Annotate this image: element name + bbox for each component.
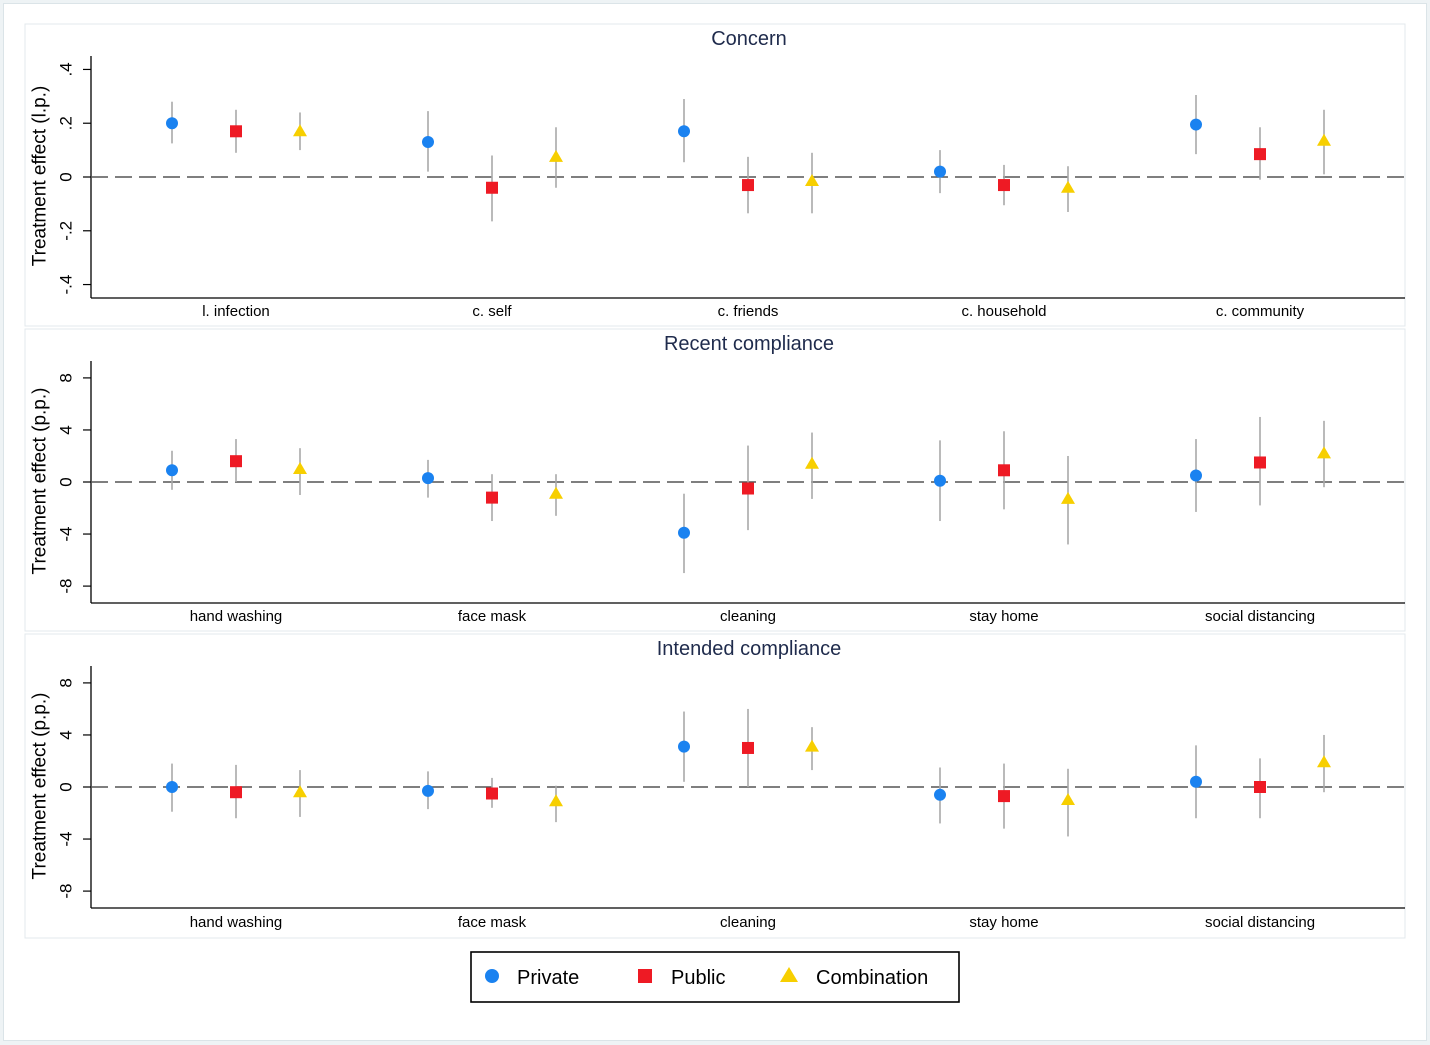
point-private: [678, 526, 690, 539]
panel-1: Concern .4 .2 0 -.2 -.4 Treatment effect (l.p.…: [24, 23, 1406, 327]
y-tick-label: 4: [57, 425, 76, 434]
point-combination: [293, 461, 307, 474]
legend: Private Public Combination: [470, 951, 960, 1003]
point-public: [742, 741, 754, 754]
panel-background: [24, 633, 1406, 939]
point-public: [1254, 456, 1266, 469]
point-combination: [549, 486, 563, 499]
y-tick-label: 0: [57, 477, 76, 486]
point-combination: [1317, 133, 1331, 146]
y-tick-label: -.4: [57, 275, 76, 295]
x-category-label: stay home: [969, 608, 1038, 625]
y-tick-label: -8: [57, 579, 76, 594]
point-public: [998, 790, 1010, 803]
point-public: [230, 125, 242, 138]
point-private: [166, 464, 178, 477]
point-public: [742, 482, 754, 495]
point-private: [166, 117, 178, 130]
legend-marker-private: [485, 969, 499, 983]
point-public: [998, 464, 1010, 477]
y-axis-label: Treatment effect (p.p.): [30, 693, 51, 880]
point-public: [1254, 148, 1266, 161]
panel-3: Intended compliance 8 4 0 -4 -8 Treatment effe…: [24, 633, 1406, 939]
point-public: [998, 179, 1010, 192]
legend-marker-combination: [780, 967, 798, 982]
point-combination: [1061, 180, 1075, 193]
x-category-label: stay home: [969, 914, 1038, 931]
y-tick-label: 0: [57, 172, 76, 181]
x-category-label: c. friends: [718, 303, 779, 320]
point-private: [1190, 118, 1202, 131]
legend-box: [470, 951, 960, 1003]
point-private: [422, 472, 434, 485]
point-public: [230, 455, 242, 468]
legend-label-combination: Combination: [816, 967, 928, 989]
point-public: [486, 181, 498, 194]
point-combination: [549, 794, 563, 807]
point-combination: [1317, 446, 1331, 459]
point-combination: [1061, 491, 1075, 504]
x-category-label: cleaning: [720, 914, 776, 931]
x-category-label: hand washing: [190, 914, 283, 931]
y-tick-label: -4: [57, 831, 76, 846]
panel-background: [24, 328, 1406, 632]
legend-label-private: Private: [517, 967, 579, 989]
point-public: [230, 786, 242, 799]
y-tick-label: .2: [57, 116, 76, 130]
legend-marker-public: [638, 969, 652, 983]
y-tick-label: .4: [57, 62, 76, 76]
x-category-label: c. community: [1216, 303, 1305, 320]
panel-title: Recent compliance: [664, 333, 834, 355]
point-combination: [293, 124, 307, 137]
y-tick-label: -4: [57, 526, 76, 541]
point-private: [678, 740, 690, 753]
point-public: [742, 179, 754, 192]
x-category-label: cleaning: [720, 608, 776, 625]
point-private: [678, 125, 690, 138]
y-axis-label: Treatment effect (l.p.): [30, 86, 51, 267]
panel-title: Concern: [711, 28, 787, 50]
panel-2: Recent compliance 8 4 0 -4 -8 Treatment effect…: [24, 328, 1406, 632]
x-category-label: face mask: [458, 608, 527, 625]
point-private: [422, 136, 434, 149]
x-category-label: l. infection: [202, 303, 270, 320]
y-tick-label: 0: [57, 782, 76, 791]
y-tick-label: -.2: [57, 221, 76, 241]
y-tick-label: -8: [57, 884, 76, 899]
y-tick-label: 8: [57, 678, 76, 687]
point-combination: [805, 456, 819, 469]
point-private: [166, 781, 178, 793]
point-combination: [293, 785, 307, 798]
x-category-label: social distancing: [1205, 608, 1315, 625]
point-private: [422, 784, 434, 797]
point-combination: [1317, 755, 1331, 768]
panel-background: [24, 23, 1406, 327]
point-private: [1190, 775, 1202, 788]
y-axis-label: Treatment effect (p.p.): [30, 388, 51, 575]
panel-title: Intended compliance: [657, 638, 842, 660]
point-private: [934, 788, 946, 801]
x-category-label: c. self: [472, 303, 512, 320]
point-combination: [1061, 793, 1075, 806]
point-private: [934, 165, 946, 178]
point-combination: [549, 149, 563, 162]
point-public: [1254, 781, 1266, 793]
x-category-label: face mask: [458, 914, 527, 931]
y-tick-label: 8: [57, 373, 76, 382]
point-combination: [805, 739, 819, 752]
point-private: [934, 474, 946, 487]
x-category-label: social distancing: [1205, 914, 1315, 931]
y-tick-label: 4: [57, 730, 76, 739]
point-combination: [805, 174, 819, 187]
point-private: [1190, 469, 1202, 482]
x-category-label: c. household: [961, 303, 1046, 320]
legend-label-public: Public: [671, 967, 725, 989]
point-public: [486, 787, 498, 800]
point-public: [486, 491, 498, 504]
x-category-label: hand washing: [190, 608, 283, 625]
